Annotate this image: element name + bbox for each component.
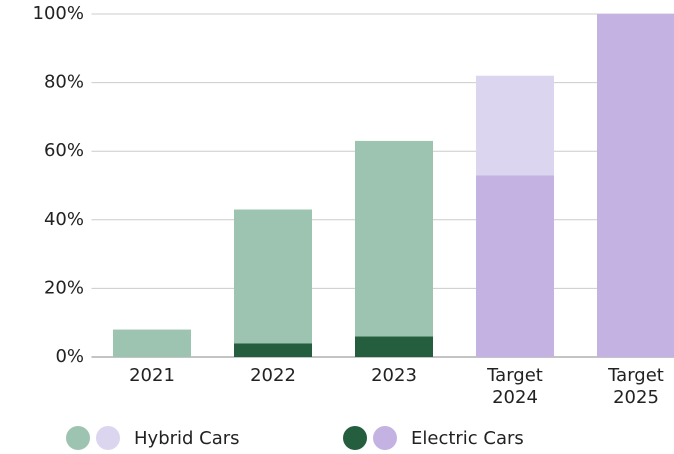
y-tick-label: 20%	[44, 277, 84, 298]
y-tick-label: 60%	[44, 140, 84, 161]
legend-swatch	[373, 426, 397, 450]
bar-segment	[113, 329, 191, 357]
legend-swatch	[343, 426, 367, 450]
bar-segment	[355, 140, 433, 337]
bar-segment	[476, 175, 554, 357]
x-tick-label: 2023	[371, 365, 417, 386]
y-tick-label: 40%	[44, 209, 84, 230]
legend-label: Electric Cars	[411, 428, 524, 449]
bar-segment	[234, 209, 312, 344]
legend-swatch	[66, 426, 90, 450]
bar-segment	[476, 75, 554, 176]
x-tick-label: 2021	[129, 365, 175, 386]
y-tick-label: 100%	[33, 3, 84, 24]
y-tick-label: 0%	[55, 346, 84, 367]
legend-label: Hybrid Cars	[134, 428, 240, 449]
bar-segment	[234, 343, 312, 357]
legend-swatch	[96, 426, 120, 450]
bar-segment	[597, 14, 674, 357]
x-tick-label: Target 2025	[608, 365, 664, 408]
x-tick-label: 2022	[250, 365, 296, 386]
y-tick-label: 80%	[44, 72, 84, 93]
x-tick-label: Target 2024	[487, 365, 543, 408]
bar-segment	[355, 336, 433, 357]
